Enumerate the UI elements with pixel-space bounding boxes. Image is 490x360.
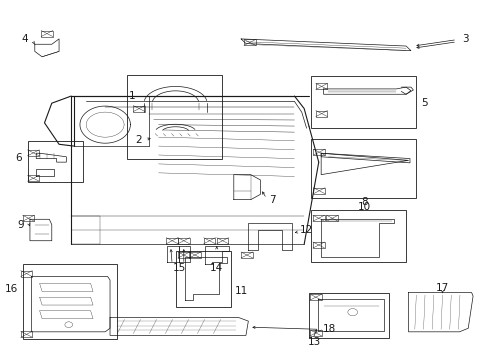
Bar [244,40,256,45]
Bar [217,238,228,244]
Bar [21,331,32,337]
Bar [27,150,39,156]
Text: 7: 7 [269,195,276,204]
Text: 6: 6 [15,153,22,163]
Bar [314,149,325,155]
Text: 3: 3 [462,34,468,44]
Bar [314,188,325,194]
Bar [41,31,53,36]
Bar [309,293,389,338]
Text: 14: 14 [210,262,223,273]
Bar [316,111,327,117]
Text: 16: 16 [4,284,18,294]
Bar [175,251,231,307]
Bar [316,84,327,89]
Bar [23,215,34,221]
Bar [326,215,338,221]
Bar [312,76,416,128]
Text: 2: 2 [135,135,142,145]
Text: 15: 15 [172,262,186,273]
Text: 18: 18 [322,324,336,334]
Bar [310,294,321,300]
Bar [310,330,321,336]
Bar [27,175,39,181]
Bar [312,210,406,262]
Text: 17: 17 [436,283,449,293]
Bar [189,252,201,258]
Bar [313,242,324,248]
Text: 10: 10 [358,202,371,212]
Bar [313,215,324,221]
Bar [178,252,190,258]
Text: 9: 9 [17,220,24,230]
Bar [133,105,145,112]
Bar [312,139,416,198]
Bar [178,238,190,244]
Bar [23,264,117,339]
Bar [27,141,83,182]
Text: 1: 1 [128,91,135,101]
Text: 11: 11 [235,286,248,296]
Text: 5: 5 [421,98,428,108]
Bar [204,238,215,244]
Bar [21,271,32,276]
Text: 13: 13 [308,337,321,347]
Bar [241,252,253,258]
Bar [166,238,178,244]
Text: 12: 12 [300,225,314,235]
Bar [127,75,221,158]
Text: 8: 8 [362,197,368,207]
Text: 4: 4 [22,34,28,44]
